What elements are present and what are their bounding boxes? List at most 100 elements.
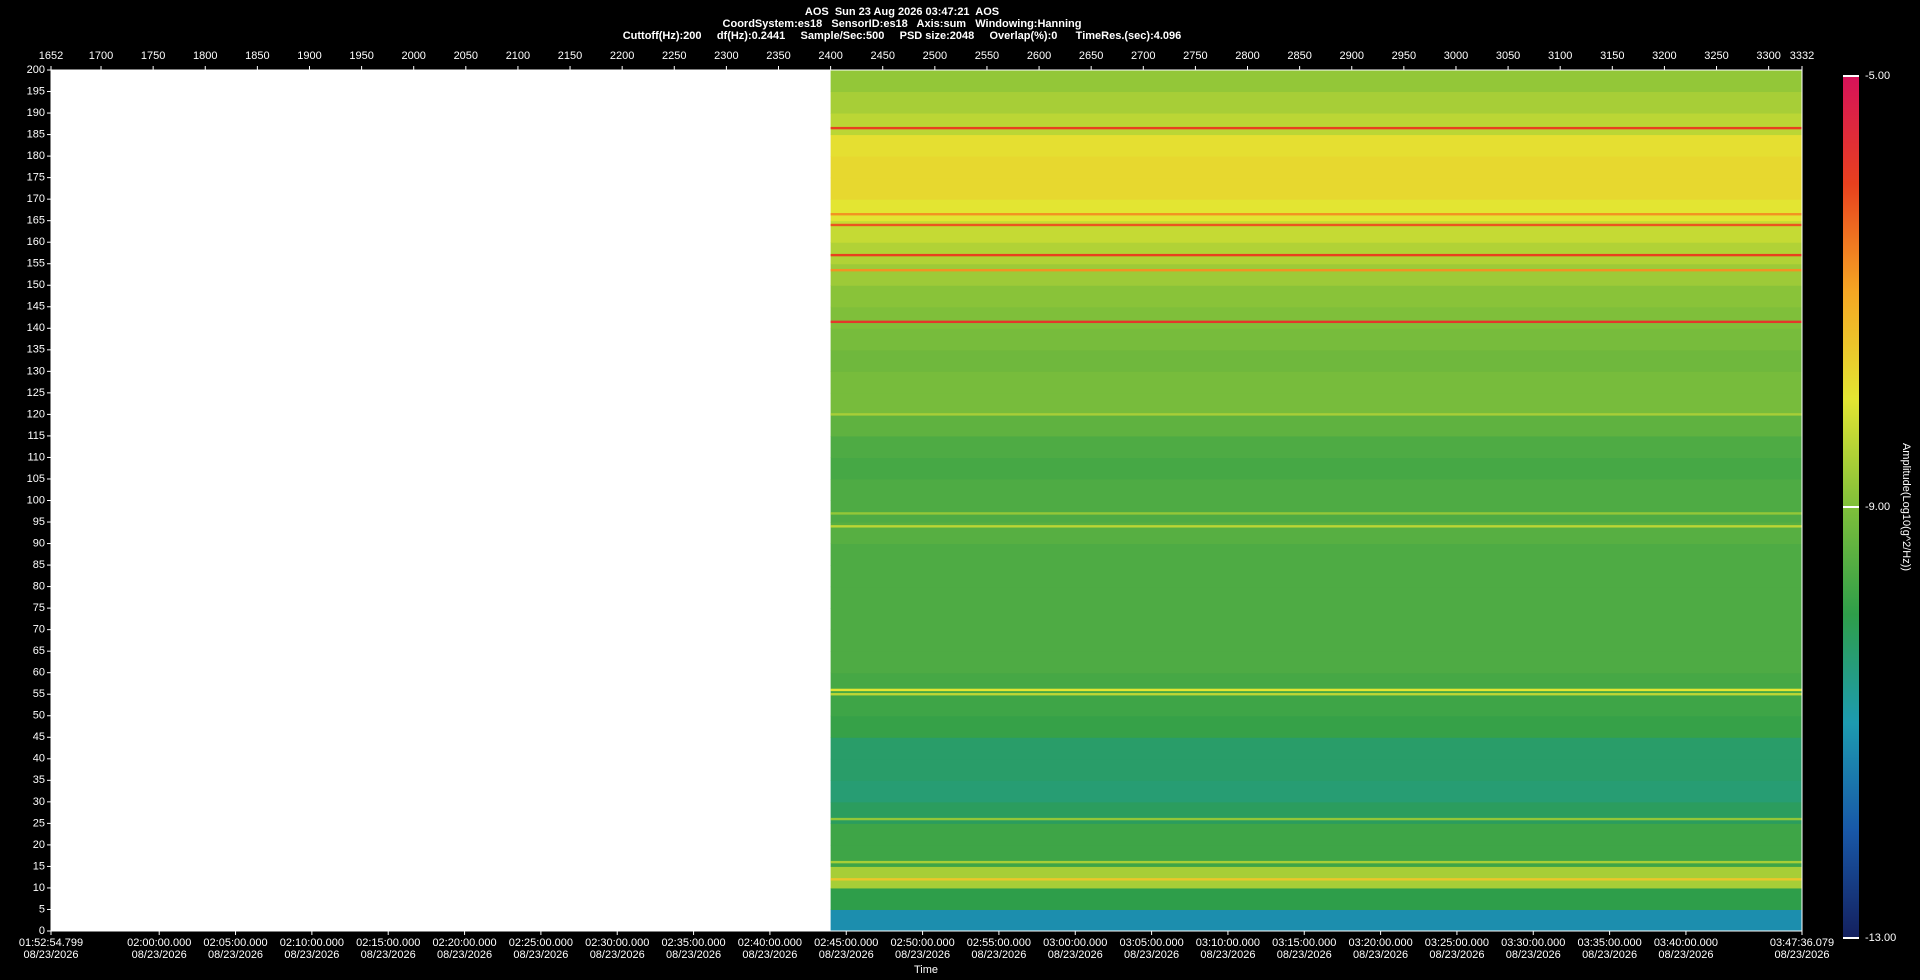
x-tick-label: 2850 [1287,50,1311,62]
colorbar-tick-label: -9.00 [1865,501,1890,513]
x-tick-label: 2300 [714,50,738,62]
spectrogram-band [830,629,1802,652]
time-tick-label: 02:10:00.000 [280,937,344,949]
time-tick-label: 03:20:00.000 [1348,937,1412,949]
time-tick-date: 08/23/2026 [361,949,416,961]
spectral-line [830,253,1802,257]
time-tick-label: 02:20:00.000 [432,937,496,949]
spectrogram-band [830,715,1802,738]
spectrogram-band [830,91,1802,114]
y-tick-label: 25 [33,817,45,829]
spectrogram-band [830,70,1802,93]
spectrogram-band [830,866,1802,889]
time-tick-date: 08/23/2026 [437,949,492,961]
x-tick-label: 2250 [662,50,686,62]
x-tick-label: 2900 [1340,50,1364,62]
y-tick-label: 125 [27,387,45,399]
y-tick-label: 115 [27,430,45,442]
time-tick-label: 02:15:00.000 [356,937,420,949]
colorbar-tick-label: -13.00 [1865,932,1896,944]
y-tick-label: 150 [27,279,45,291]
x-tick-label: 2950 [1392,50,1416,62]
time-tick-date: 08/23/2026 [23,949,78,961]
x-tick-label: 2150 [558,50,582,62]
spectrogram-band [830,608,1802,631]
spectrogram-band [830,349,1802,372]
time-tick-date: 08/23/2026 [132,949,187,961]
time-tick-date: 08/23/2026 [284,949,339,961]
y-tick-label: 105 [27,473,45,485]
time-tick-date: 08/23/2026 [1429,949,1484,961]
y-tick-label: 50 [33,710,45,722]
chart-title: AOS Sun 23 Aug 2026 03:47:21 AOS [805,6,999,18]
y-tick-label: 30 [33,796,45,808]
x-tick-label: 2050 [454,50,478,62]
x-tick-label: 2200 [610,50,634,62]
x-tick-label: 1652 [39,50,63,62]
x-tick-label: 2500 [923,50,947,62]
y-tick-label: 5 [39,903,45,915]
y-tick-label: 145 [27,301,45,313]
spectrogram-band [830,306,1802,329]
y-tick-label: 170 [27,193,45,205]
x-tick-label: 2800 [1235,50,1259,62]
x-tick-label: 2100 [506,50,530,62]
time-tick-date: 08/23/2026 [971,949,1026,961]
time-tick-date: 08/23/2026 [1048,949,1103,961]
time-tick-date: 08/23/2026 [590,949,645,961]
spectrogram-band [830,780,1802,803]
spectrogram-band [830,392,1802,415]
spectral-line [830,320,1802,324]
y-tick-label: 165 [27,215,45,227]
y-tick-label: 90 [33,537,45,549]
x-tick-label: 2750 [1183,50,1207,62]
spectrogram-band [830,844,1802,867]
spectrogram-band [830,758,1802,781]
x-tick-label: 3300 [1756,50,1780,62]
y-tick-label: 80 [33,581,45,593]
spectrogram-band [830,285,1802,308]
spectrogram-band [830,823,1802,846]
time-tick-label: 03:35:00.000 [1577,937,1641,949]
spectrogram-band [830,801,1802,824]
time-tick-date: 08/23/2026 [1582,949,1637,961]
spectral-line [830,413,1802,416]
x-tick-label: 2700 [1131,50,1155,62]
y-tick-label: 140 [27,322,45,334]
time-tick-label: 02:50:00.000 [890,937,954,949]
x-tick-label: 1700 [89,50,113,62]
time-tick-date: 08/23/2026 [1658,949,1713,961]
spectral-line [830,693,1802,696]
spectral-line [830,223,1802,227]
time-tick-label: 02:30:00.000 [585,937,649,949]
y-tick-label: 190 [27,107,45,119]
x-tick-label: 1750 [141,50,165,62]
spectrogram-band [830,522,1802,545]
time-tick-label: 03:40:00.000 [1654,937,1718,949]
spectrogram-band [830,500,1802,523]
spectral-line [830,213,1802,216]
spectrogram-band [830,457,1802,480]
spectral-line [830,268,1802,272]
y-tick-label: 70 [33,624,45,636]
x-tick-label: 3100 [1548,50,1572,62]
x-tick-label: 3050 [1496,50,1520,62]
spectral-line [830,126,1802,130]
x-tick-label: 3000 [1444,50,1468,62]
colorbar-tick-label: -5.00 [1865,70,1890,82]
spectral-line [830,512,1802,515]
spectral-line [830,525,1802,528]
y-tick-label: 15 [33,860,45,872]
time-tick-label: 02:40:00.000 [738,937,802,949]
time-tick-date: 08/23/2026 [742,949,797,961]
time-tick-label: 02:45:00.000 [814,937,878,949]
time-tick-date: 08/23/2026 [666,949,721,961]
time-tick-date: 08/23/2026 [1277,949,1332,961]
spectrogram-band [830,672,1802,695]
y-tick-label: 100 [27,494,45,506]
x-tick-label: 1900 [297,50,321,62]
time-tick-date: 08/23/2026 [513,949,568,961]
time-tick-label: 02:35:00.000 [661,937,725,949]
spectrogram-band [830,113,1802,136]
spectrogram-band [830,371,1802,394]
